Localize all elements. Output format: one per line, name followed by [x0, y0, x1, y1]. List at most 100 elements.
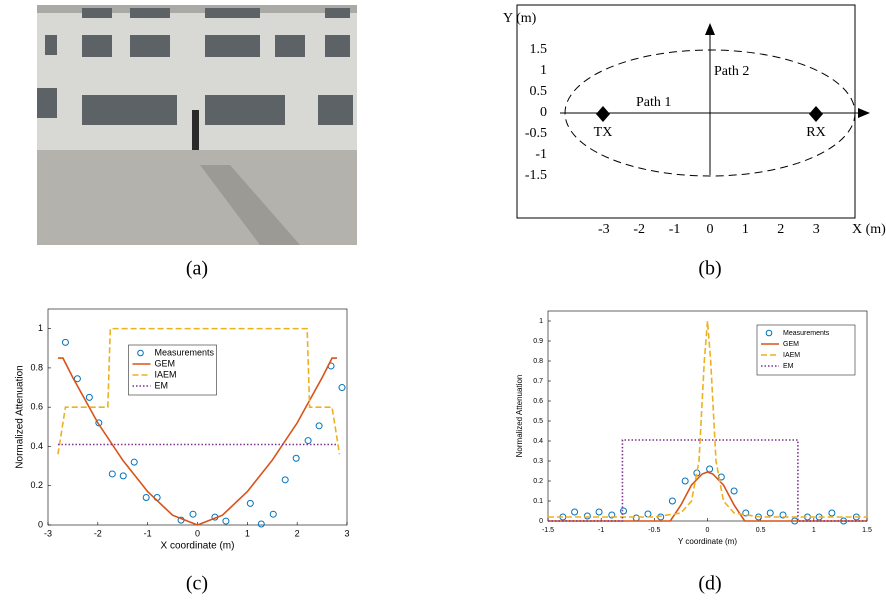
marker — [828, 509, 836, 517]
y-tick-label: 0.1 — [533, 498, 543, 505]
legend-label: EM — [783, 363, 794, 370]
y-tick-label: 0.6 — [533, 398, 543, 405]
marker — [292, 454, 300, 462]
x-tick-label: 2 — [295, 528, 300, 538]
legend-label: Measurements — [155, 347, 215, 357]
marker — [95, 419, 103, 427]
y-tick-label: 1 — [38, 323, 43, 333]
x-tick-label: 0 — [706, 527, 710, 534]
y-axis-label: Normalized Attenuation — [515, 375, 524, 458]
marker — [119, 472, 127, 480]
x-tick-label: -2 — [94, 528, 102, 538]
marker — [338, 384, 346, 392]
plot-area — [47, 308, 348, 526]
marker — [304, 437, 312, 445]
y-tick-label: 0.6 — [30, 402, 43, 412]
x-tick-label: -1 — [669, 222, 681, 237]
series-line — [548, 471, 867, 522]
y-tick-label: 0.5 — [533, 418, 543, 425]
y-tick-label: 0.8 — [30, 362, 43, 372]
caption: (c) — [186, 573, 208, 595]
marker — [742, 509, 750, 517]
y-tick-label: 0.7 — [533, 378, 543, 385]
marker — [668, 497, 676, 505]
x-tick-label: -1 — [144, 528, 152, 538]
x-tick-label: -3 — [598, 222, 610, 237]
marker — [571, 508, 579, 516]
legend-marker — [765, 329, 773, 337]
marker — [257, 520, 265, 528]
x-tick-label: -3 — [44, 528, 52, 538]
x-tick-label: 1.5 — [862, 527, 872, 534]
marker — [681, 477, 689, 485]
marker — [766, 509, 774, 517]
caption: (d) — [698, 573, 721, 595]
x-tick-label: -1.5 — [542, 527, 554, 534]
y-tick-label: 1 — [539, 318, 543, 325]
y-tick-label: 0.5 — [530, 84, 548, 99]
legend-label: GEM — [783, 341, 799, 348]
marker — [315, 422, 323, 430]
marker — [269, 510, 277, 518]
x-axis-label: X coordinate (m) — [161, 541, 235, 552]
x-axis-label: X (m) — [852, 222, 886, 237]
legend-label: IAEM — [155, 369, 177, 379]
marker — [619, 507, 627, 515]
path-label: Path 1 — [636, 95, 671, 110]
legend-label: IAEM — [783, 352, 800, 359]
x-tick-label: 0 — [707, 222, 714, 237]
marker — [595, 508, 603, 516]
marker — [130, 458, 138, 466]
legend-label: GEM — [155, 358, 176, 368]
node-label: RX — [806, 125, 825, 140]
chart: -3 -2 -1 0 1 2 3 0 0.2 0.4 0.6 0.8 1 X coordinate (m)… — [15, 308, 350, 552]
marker — [246, 499, 254, 507]
y-tick-label: 0 — [539, 518, 543, 525]
y-tick-label: -1.5 — [525, 168, 547, 183]
x-tick-label: -1 — [598, 527, 604, 534]
y-tick-label: 0.9 — [533, 338, 543, 345]
y-tick-label: 0.3 — [533, 458, 543, 465]
x-tick-label: -0.5 — [648, 527, 660, 534]
y-axis-label: Normalized Attenuation — [15, 365, 26, 468]
x-tick-label: 2 — [777, 222, 784, 237]
series-line — [57, 357, 338, 526]
y-tick-label: 1 — [540, 63, 547, 78]
x-tick-label: 3 — [813, 222, 820, 237]
x-tick-label: -2 — [633, 222, 645, 237]
marker — [189, 510, 197, 518]
x-tick-label: 0.5 — [756, 527, 766, 534]
marker — [608, 511, 616, 519]
y-axis-label: Y (m) — [503, 11, 537, 26]
marker — [222, 517, 230, 525]
y-tick-label: 0.2 — [533, 478, 543, 485]
marker — [583, 512, 591, 520]
x-tick-label: 1 — [245, 528, 250, 538]
marker — [281, 476, 289, 484]
x-tick-label: 0 — [195, 528, 200, 538]
y-tick-label: 0 — [38, 519, 43, 529]
series-line — [548, 320, 867, 518]
photo — [37, 5, 357, 245]
y-tick-label: 0.4 — [533, 438, 543, 445]
x-tick-label: 3 — [344, 528, 349, 538]
legend-label: EM — [155, 380, 169, 390]
marker — [730, 487, 738, 495]
legend-label: Measurements — [783, 330, 830, 337]
path-label: Path 2 — [714, 64, 749, 79]
chart: -1.5 -1 -0.5 0 0.5 1 1.5 0 0.1 0.2 0.3 0.4 0.5 0.6 0.7… — [515, 310, 872, 546]
marker — [108, 470, 116, 478]
marker — [85, 393, 93, 401]
y-tick-label: 0.8 — [533, 358, 543, 365]
y-tick-label: 0.4 — [30, 441, 43, 451]
x-tick-label: 1 — [742, 222, 749, 237]
marker — [142, 494, 150, 502]
marker — [73, 375, 81, 383]
series-line — [57, 327, 341, 455]
legend-box — [756, 324, 856, 376]
y-tick-label: 0.2 — [30, 480, 43, 490]
marker — [61, 338, 69, 346]
caption: (b) — [698, 258, 721, 280]
